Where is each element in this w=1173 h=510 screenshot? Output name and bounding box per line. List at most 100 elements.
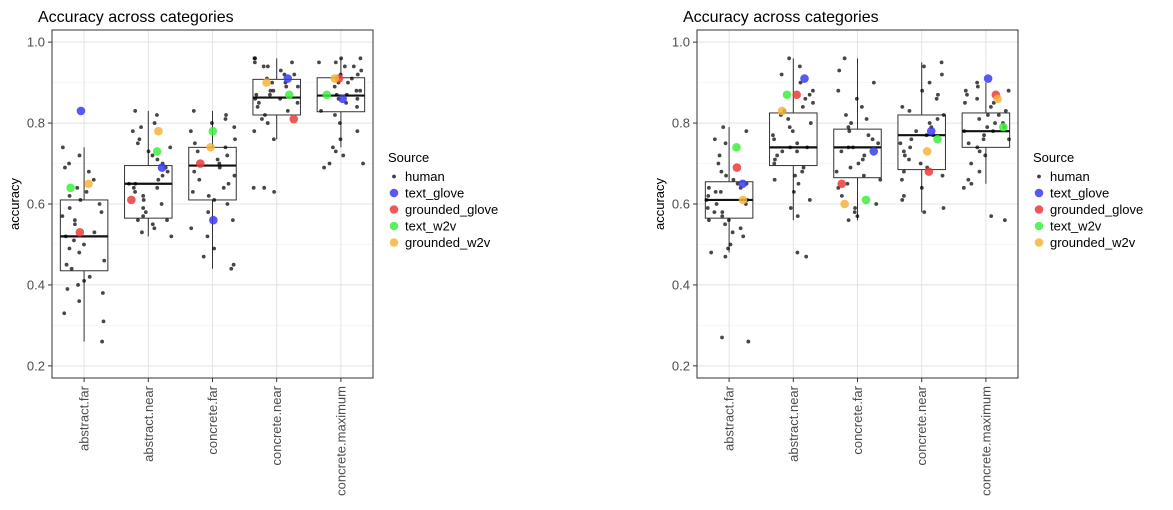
human-point xyxy=(940,72,944,77)
human-point xyxy=(907,157,911,162)
chart-title: Accuracy across categories xyxy=(683,9,879,26)
human-point xyxy=(800,104,805,109)
human-point xyxy=(786,117,791,121)
text_glove-point xyxy=(869,147,879,156)
legend-label-human: human xyxy=(405,169,445,184)
human-point xyxy=(723,222,727,227)
human-point xyxy=(811,100,815,105)
legend-label-text_w2v: text_w2v xyxy=(1050,219,1102,234)
grounded_glove-point xyxy=(924,167,934,176)
human-point xyxy=(156,177,161,182)
human-point xyxy=(150,222,155,227)
human-point xyxy=(975,96,980,101)
human-point xyxy=(137,137,142,142)
human-point xyxy=(834,169,839,174)
human-point xyxy=(975,80,980,85)
human-point xyxy=(878,177,883,182)
human-point xyxy=(969,161,974,166)
human-point xyxy=(775,153,780,158)
human-point xyxy=(212,246,217,251)
human-point xyxy=(859,104,864,109)
human-point xyxy=(189,226,194,231)
human-point xyxy=(224,113,228,117)
y-tick-label: 0.4 xyxy=(27,277,45,292)
grounded_w2v-point xyxy=(330,74,340,83)
grounded_glove-point xyxy=(196,159,205,168)
human-point xyxy=(346,80,350,85)
human-point xyxy=(322,165,326,170)
human-point xyxy=(860,157,865,162)
human-point xyxy=(716,161,721,166)
y-tick-label: 0.6 xyxy=(27,197,45,212)
text_w2v-point xyxy=(782,90,792,100)
human-point xyxy=(212,198,217,202)
human-point xyxy=(63,234,68,239)
human-point xyxy=(919,185,924,190)
human-point xyxy=(285,109,290,113)
x-tick-label: concrete.near xyxy=(914,385,929,465)
x-tick-label: concrete.near xyxy=(269,385,284,465)
human-point xyxy=(73,222,77,227)
legend-key-grounded_w2v xyxy=(1034,238,1044,247)
human-point xyxy=(87,274,92,279)
human-point xyxy=(191,109,196,113)
human-point xyxy=(975,84,980,89)
human-point xyxy=(339,56,344,61)
human-point xyxy=(133,109,138,113)
human-point xyxy=(791,189,796,194)
human-point xyxy=(795,214,800,219)
text_w2v-point xyxy=(732,143,741,152)
grounded_glove-point xyxy=(792,90,801,100)
human-point xyxy=(169,234,174,239)
legend-label-grounded_glove: grounded_glove xyxy=(405,202,498,217)
legend-key-grounded_w2v xyxy=(389,238,399,247)
human-point xyxy=(232,173,237,178)
human-point xyxy=(256,100,261,105)
human-point xyxy=(333,60,338,65)
box xyxy=(769,112,818,167)
y-tick-label: 0.4 xyxy=(672,277,690,292)
x-tick-label: abstract.near xyxy=(141,385,156,462)
human-point xyxy=(981,137,986,142)
human-point xyxy=(720,214,725,219)
y-tick-label: 0.2 xyxy=(27,358,45,373)
human-point xyxy=(795,149,799,154)
human-point xyxy=(808,121,813,125)
human-point xyxy=(726,246,730,251)
human-point xyxy=(72,218,77,223)
chart-title: Accuracy across categories xyxy=(38,9,234,26)
legend-label-human: human xyxy=(1050,169,1090,184)
human-point xyxy=(991,129,995,134)
human-point xyxy=(358,56,363,61)
human-point xyxy=(231,262,236,267)
human-point xyxy=(100,339,104,344)
text_glove-point xyxy=(983,74,993,83)
human-point xyxy=(333,113,337,117)
human-point xyxy=(229,266,234,271)
human-point xyxy=(713,189,718,194)
human-point xyxy=(985,113,990,117)
human-point xyxy=(900,177,904,182)
human-point xyxy=(803,96,808,101)
human-point xyxy=(983,153,988,158)
x-tick-label: abstract.near xyxy=(786,385,801,462)
x-tick-label: concrete.far xyxy=(205,385,220,454)
legend-key-text_glove xyxy=(1034,188,1044,198)
human-point xyxy=(771,133,775,138)
human-point xyxy=(139,125,143,130)
human-point xyxy=(704,198,709,202)
y-tick-label: 1.0 xyxy=(672,35,690,50)
human-point xyxy=(217,161,222,166)
text_glove-point xyxy=(283,74,293,83)
human-point xyxy=(254,92,259,97)
human-point xyxy=(278,68,283,73)
human-point xyxy=(251,185,256,190)
human-point xyxy=(135,141,140,146)
human-point xyxy=(856,161,861,166)
human-point xyxy=(135,218,140,223)
human-point xyxy=(295,84,300,89)
human-point xyxy=(60,214,65,219)
human-point xyxy=(271,88,276,93)
human-point xyxy=(864,117,869,121)
